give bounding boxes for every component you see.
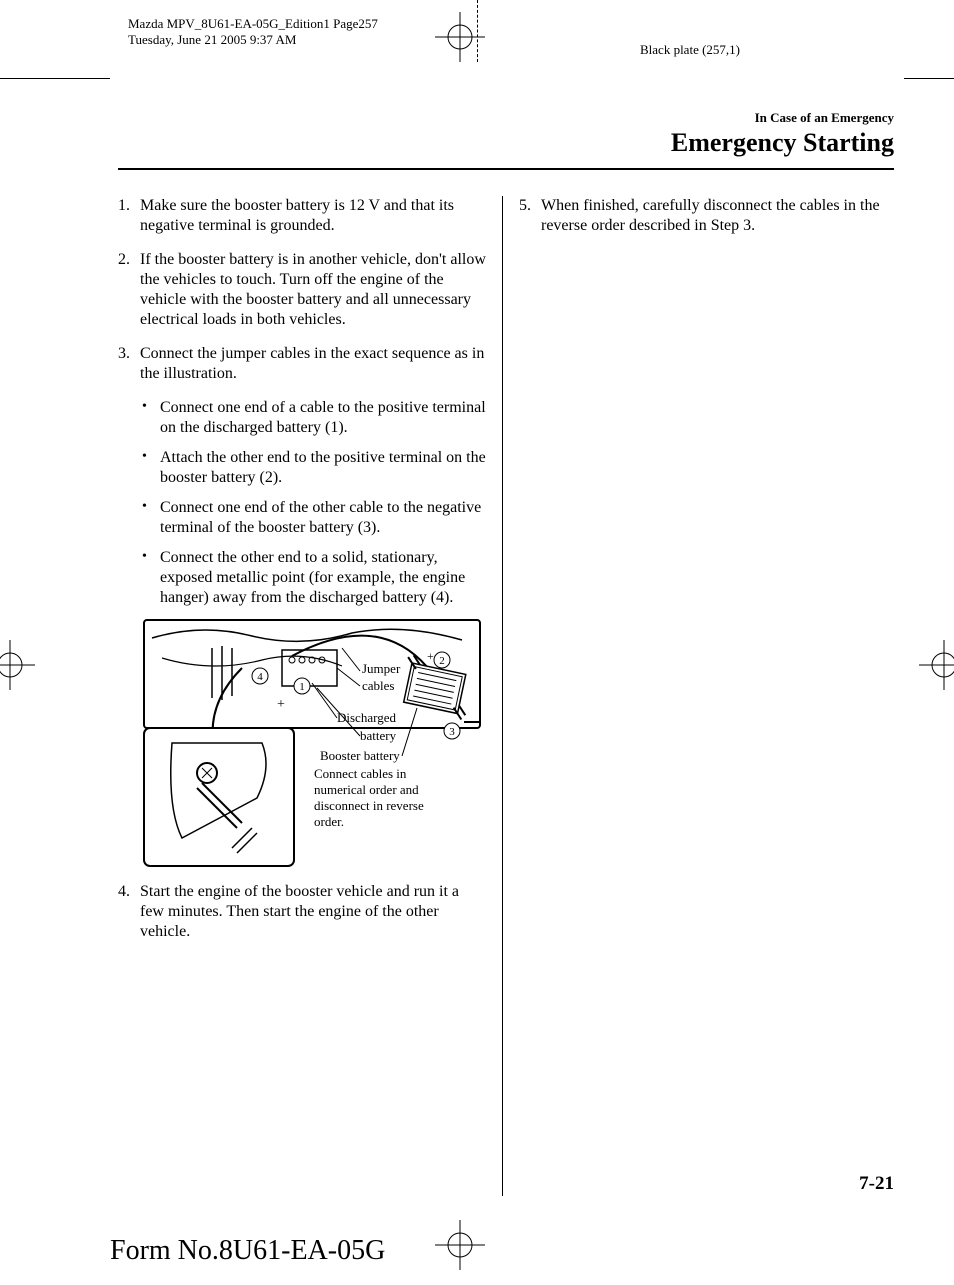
doc-metadata: Mazda MPV_8U61-EA-05G_Edition1 Page257 T… bbox=[128, 16, 378, 47]
bullet-item: •Connect one end of a cable to the posit… bbox=[142, 398, 486, 438]
bullet-icon: • bbox=[142, 548, 160, 608]
svg-text:Discharged: Discharged bbox=[337, 710, 396, 725]
step-item: 3. Connect the jumper cables in the exac… bbox=[118, 344, 486, 384]
svg-text:Booster battery: Booster battery bbox=[320, 748, 400, 763]
svg-text:1: 1 bbox=[299, 681, 305, 693]
step-text: When finished, carefully disconnect the … bbox=[541, 196, 887, 236]
black-plate-label: Black plate (257,1) bbox=[640, 42, 740, 58]
step-number: 5. bbox=[519, 196, 541, 236]
bullet-icon: • bbox=[142, 498, 160, 538]
steps-list-after: 4. Start the engine of the booster vehic… bbox=[118, 882, 486, 942]
registration-mark-icon bbox=[0, 640, 35, 690]
svg-text:+: + bbox=[427, 649, 434, 663]
main-content: 1. Make sure the booster battery is 12 V… bbox=[118, 196, 908, 1196]
svg-text:Connect cables in: Connect cables in bbox=[314, 766, 407, 781]
bullet-text: Attach the other end to the positive ter… bbox=[160, 448, 486, 488]
doc-id-line1: Mazda MPV_8U61-EA-05G_Edition1 Page257 bbox=[128, 16, 378, 32]
svg-text:battery: battery bbox=[360, 728, 397, 743]
bullet-text: Connect one end of the other cable to th… bbox=[160, 498, 486, 538]
step-item: 5. When finished, carefully disconnect t… bbox=[519, 196, 887, 236]
section-title: Emergency Starting bbox=[671, 128, 894, 158]
left-column: 1. Make sure the booster battery is 12 V… bbox=[118, 196, 502, 1196]
bullet-item: •Connect one end of the other cable to t… bbox=[142, 498, 486, 538]
svg-text:disconnect in reverse: disconnect in reverse bbox=[314, 798, 424, 813]
step-number: 2. bbox=[118, 250, 140, 330]
steps-list-right: 5. When finished, carefully disconnect t… bbox=[519, 196, 887, 236]
section-header: In Case of an Emergency Emergency Starti… bbox=[671, 110, 894, 158]
step-number: 4. bbox=[118, 882, 140, 942]
bullet-icon: • bbox=[142, 398, 160, 438]
svg-text:order.: order. bbox=[314, 814, 344, 829]
page-number: 7-21 bbox=[859, 1173, 894, 1195]
bullet-text: Connect the other end to a solid, statio… bbox=[160, 548, 486, 608]
step-number: 1. bbox=[118, 196, 140, 236]
bullet-icon: • bbox=[142, 448, 160, 488]
step-text: Start the engine of the booster vehicle … bbox=[140, 882, 486, 942]
substep-bullets: •Connect one end of a cable to the posit… bbox=[142, 398, 486, 608]
right-column: 5. When finished, carefully disconnect t… bbox=[503, 196, 887, 1196]
step-text: Connect the jumper cables in the exact s… bbox=[140, 344, 486, 384]
doc-id-line2: Tuesday, June 21 2005 9:37 AM bbox=[128, 32, 378, 48]
crop-mark bbox=[904, 78, 954, 79]
form-number: Form No.8U61-EA-05G bbox=[110, 1235, 385, 1267]
bullet-item: •Connect the other end to a solid, stati… bbox=[142, 548, 486, 608]
bullet-item: •Attach the other end to the positive te… bbox=[142, 448, 486, 488]
svg-text:cables: cables bbox=[362, 678, 394, 693]
svg-text:2: 2 bbox=[439, 655, 445, 667]
svg-text:4: 4 bbox=[257, 671, 263, 683]
registration-mark-icon bbox=[435, 1220, 485, 1270]
crop-mark bbox=[0, 78, 110, 79]
step-item: 1. Make sure the booster battery is 12 V… bbox=[118, 196, 486, 236]
bullet-text: Connect one end of a cable to the positi… bbox=[160, 398, 486, 438]
section-supertitle: In Case of an Emergency bbox=[671, 110, 894, 126]
svg-text:+: + bbox=[277, 697, 285, 712]
svg-text:3: 3 bbox=[449, 726, 455, 738]
svg-text:numerical order and: numerical order and bbox=[314, 782, 419, 797]
step-text: If the booster battery is in another veh… bbox=[140, 250, 486, 330]
steps-list: 1. Make sure the booster battery is 12 V… bbox=[118, 196, 486, 384]
registration-mark-icon bbox=[919, 640, 954, 690]
svg-text:Jumper: Jumper bbox=[362, 661, 401, 676]
jumper-cable-diagram: + 1 2 3 bbox=[142, 618, 482, 868]
registration-mark-icon bbox=[435, 12, 485, 62]
header-rule bbox=[118, 168, 894, 170]
step-text: Make sure the booster battery is 12 V an… bbox=[140, 196, 486, 236]
step-item: 4. Start the engine of the booster vehic… bbox=[118, 882, 486, 942]
step-item: 2. If the booster battery is in another … bbox=[118, 250, 486, 330]
step-number: 3. bbox=[118, 344, 140, 384]
